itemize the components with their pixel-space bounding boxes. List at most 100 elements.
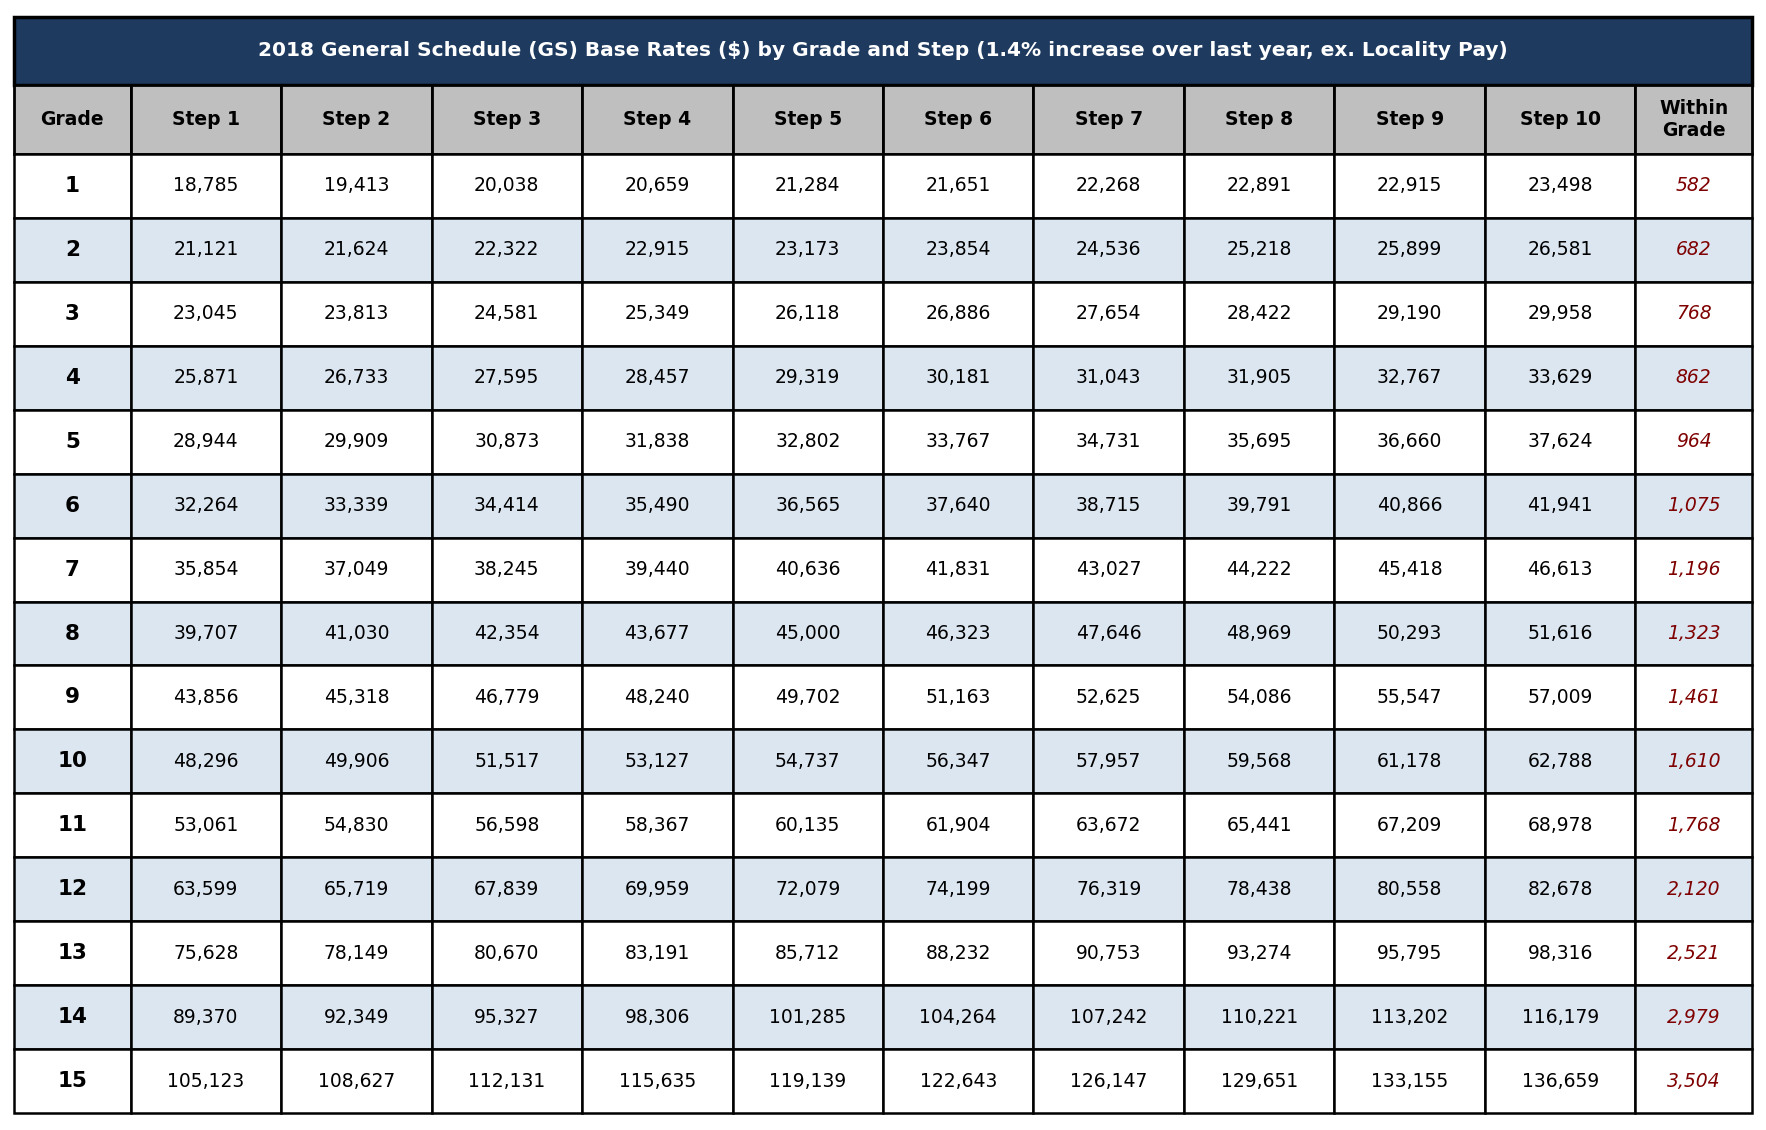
Text: 107,242: 107,242 xyxy=(1070,1008,1148,1027)
Text: Step 10: Step 10 xyxy=(1519,110,1600,129)
Text: 22,891: 22,891 xyxy=(1227,176,1293,195)
Bar xyxy=(583,729,733,793)
Text: 768: 768 xyxy=(1676,304,1711,323)
Bar xyxy=(1335,985,1485,1049)
Text: 22,322: 22,322 xyxy=(473,241,539,260)
Bar xyxy=(1335,85,1485,154)
Text: 22,915: 22,915 xyxy=(625,241,691,260)
Bar xyxy=(583,154,733,218)
Text: 72,079: 72,079 xyxy=(775,880,841,898)
Text: 3,504: 3,504 xyxy=(1667,1071,1720,1090)
Bar xyxy=(1335,729,1485,793)
Bar xyxy=(1183,858,1335,921)
Bar xyxy=(583,601,733,666)
Bar xyxy=(14,346,131,410)
Text: 18,785: 18,785 xyxy=(173,176,238,195)
Bar xyxy=(1183,538,1335,601)
Bar xyxy=(1335,281,1485,346)
Text: 26,581: 26,581 xyxy=(1528,241,1593,260)
Bar xyxy=(281,1049,431,1113)
Text: Step 6: Step 6 xyxy=(924,110,992,129)
Bar xyxy=(1183,1049,1335,1113)
Bar xyxy=(883,85,1033,154)
Bar xyxy=(431,85,583,154)
Bar xyxy=(431,281,583,346)
Bar xyxy=(1635,85,1752,154)
Text: 27,654: 27,654 xyxy=(1075,304,1141,323)
Text: 89,370: 89,370 xyxy=(173,1008,238,1027)
Text: 29,319: 29,319 xyxy=(775,368,841,388)
Text: 63,672: 63,672 xyxy=(1075,816,1141,835)
Text: 13: 13 xyxy=(58,944,87,963)
Bar xyxy=(1335,346,1485,410)
Bar xyxy=(1335,154,1485,218)
Bar xyxy=(14,729,131,793)
Text: 122,643: 122,643 xyxy=(920,1071,998,1090)
Text: 51,616: 51,616 xyxy=(1528,624,1593,643)
Bar xyxy=(1635,985,1752,1049)
Text: 101,285: 101,285 xyxy=(770,1008,846,1027)
Text: 30,873: 30,873 xyxy=(473,432,539,451)
Bar xyxy=(1183,601,1335,666)
Text: 61,178: 61,178 xyxy=(1377,751,1443,771)
Bar xyxy=(131,985,281,1049)
Text: 95,327: 95,327 xyxy=(473,1008,539,1027)
Bar xyxy=(131,1049,281,1113)
Bar xyxy=(883,346,1033,410)
Bar xyxy=(1033,410,1183,473)
Bar xyxy=(131,218,281,281)
Text: 98,306: 98,306 xyxy=(625,1008,691,1027)
Text: 37,049: 37,049 xyxy=(323,560,389,579)
Bar xyxy=(883,410,1033,473)
Bar xyxy=(1485,921,1635,985)
Bar xyxy=(1183,666,1335,729)
Text: 98,316: 98,316 xyxy=(1528,944,1593,963)
Bar xyxy=(14,538,131,601)
Bar xyxy=(1635,666,1752,729)
Bar xyxy=(583,410,733,473)
Text: 35,695: 35,695 xyxy=(1227,432,1293,451)
Text: 33,767: 33,767 xyxy=(925,432,991,451)
Bar xyxy=(281,410,431,473)
Text: 21,651: 21,651 xyxy=(925,176,991,195)
Bar xyxy=(1635,729,1752,793)
Bar xyxy=(883,729,1033,793)
Text: 32,802: 32,802 xyxy=(775,432,841,451)
Bar xyxy=(281,666,431,729)
Bar xyxy=(431,601,583,666)
Text: 15: 15 xyxy=(58,1071,87,1092)
Bar xyxy=(14,793,131,858)
Bar xyxy=(1033,729,1183,793)
Bar xyxy=(733,601,883,666)
Bar xyxy=(131,921,281,985)
Bar xyxy=(431,666,583,729)
Text: 10: 10 xyxy=(58,751,87,772)
Bar xyxy=(131,281,281,346)
Bar xyxy=(14,921,131,985)
Bar xyxy=(1485,1049,1635,1113)
Bar xyxy=(431,154,583,218)
Bar xyxy=(431,473,583,538)
Text: 26,733: 26,733 xyxy=(323,368,389,388)
Bar xyxy=(1635,1049,1752,1113)
Bar xyxy=(583,281,733,346)
Text: 4: 4 xyxy=(65,367,79,388)
Text: 78,149: 78,149 xyxy=(323,944,389,963)
Bar xyxy=(883,154,1033,218)
Text: 31,043: 31,043 xyxy=(1075,368,1141,388)
Text: 35,490: 35,490 xyxy=(625,496,691,515)
Bar xyxy=(1033,346,1183,410)
Bar xyxy=(14,85,131,154)
Bar xyxy=(14,218,131,281)
Text: Step 5: Step 5 xyxy=(774,110,842,129)
Text: 24,581: 24,581 xyxy=(473,304,540,323)
Text: 40,636: 40,636 xyxy=(775,560,841,579)
Bar xyxy=(14,473,131,538)
Bar xyxy=(733,410,883,473)
Text: 11: 11 xyxy=(57,816,87,835)
Text: 1,196: 1,196 xyxy=(1667,560,1720,579)
Text: 83,191: 83,191 xyxy=(625,944,691,963)
Text: 37,640: 37,640 xyxy=(925,496,991,515)
Bar xyxy=(431,218,583,281)
Text: 2,120: 2,120 xyxy=(1667,880,1720,898)
